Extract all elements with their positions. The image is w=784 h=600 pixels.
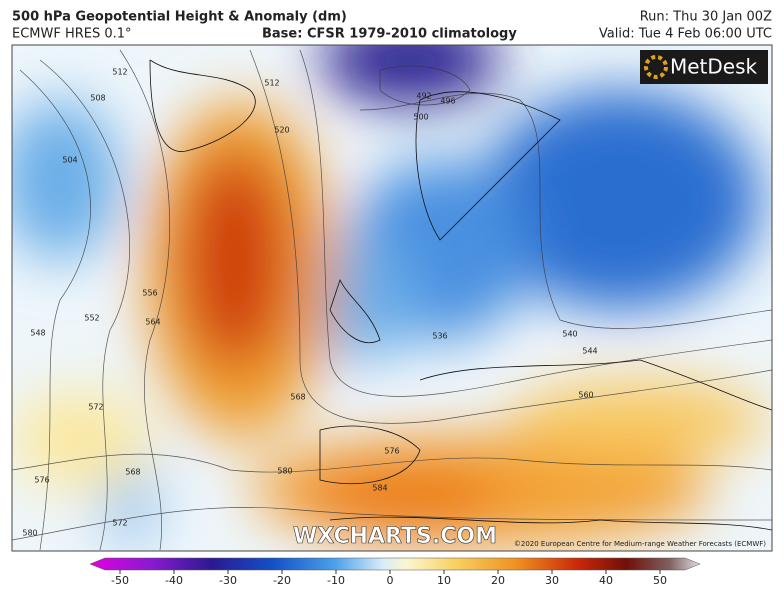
watermark: WXCHARTS.COM [293,524,497,549]
contour-label: 552 [84,314,99,323]
logo-icon [644,55,668,79]
contour-label: 564 [145,318,160,327]
contour-label: 540 [562,330,577,339]
colorbar-tick-label: 40 [599,574,613,587]
colorbar-tick-label: -50 [111,574,129,587]
contour-label: 580 [277,467,292,476]
contour-label: 544 [582,347,597,356]
logo: MetDesk [670,55,758,79]
contour-label: 496 [440,97,455,106]
logo-box [640,50,768,84]
colorbar-tick-label: 50 [653,574,667,587]
contour-label: 572 [112,519,127,528]
contour-label: 584 [372,484,387,493]
contour-label: 500 [413,113,428,122]
contour-label: 568 [290,393,305,402]
contour-label: 508 [90,94,105,103]
contour-label: 492 [416,92,431,101]
base: Base: CFSR 1979-2010 climatology [262,27,517,42]
run: Run: Thu 30 Jan 00Z [640,10,772,25]
copyright: ©2020 European Centre for Medium-range W… [514,540,766,548]
contour-label: 556 [142,289,157,298]
colorbar-tick-label: 0 [387,574,394,587]
contour-label: 580 [22,529,37,538]
colorbar-tick-label: -20 [273,574,291,587]
contour-label: 512 [264,79,279,88]
contour-label: 504 [62,156,77,165]
valid: Valid: Tue 4 Feb 06:00 UTC [599,27,772,42]
colorbar-tick-label: -10 [327,574,345,587]
contour-label: 568 [125,468,140,477]
contour-label: 520 [274,126,289,135]
colorbar-tick-label: -40 [165,574,183,587]
contour-label: 572 [88,403,103,412]
map-frame [11,44,773,552]
contour-label: 560 [578,391,593,400]
contour-label: 548 [30,329,45,338]
colorbar-tick-label: 30 [545,574,559,587]
colorbar-tick-label: -30 [219,574,237,587]
contour-label: 536 [432,332,447,341]
colorbar-tick-label: 10 [437,574,451,587]
title: 500 hPa Geopotential Height & Anomaly (d… [12,10,347,25]
model: ECMWF HRES 0.1° [12,27,132,42]
colorbar-tick-label: 20 [491,574,505,587]
contour-label: 576 [384,447,399,456]
colorbar [89,557,701,571]
contour-label: 512 [112,68,127,77]
map [12,45,772,551]
contour-label: 576 [34,476,49,485]
